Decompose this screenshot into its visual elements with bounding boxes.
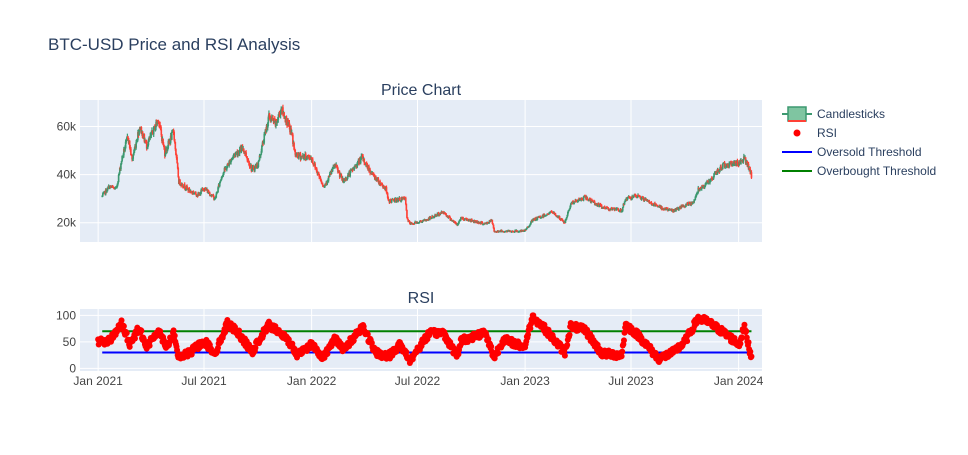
price-y-axis: 20k 40k 60k <box>57 119 77 229</box>
candle-406 <box>338 170 341 179</box>
candle-315 <box>285 115 288 126</box>
price-ytick-label-0: 20k <box>57 216 77 230</box>
rsi-point-461 <box>364 331 371 338</box>
rsi-point-527 <box>403 349 410 356</box>
rsi-ytick-label-1: 50 <box>63 335 77 349</box>
rsi-xtick-label-1: Jul 2021 <box>181 374 227 388</box>
legend-label-oversold: Oversold Threshold <box>817 145 922 159</box>
legend-candlestick-swatch <box>787 106 807 122</box>
rsi-y-axis: 0 50 100 <box>56 308 76 375</box>
rsi-point-1098 <box>737 340 744 347</box>
rsi-point-899 <box>620 337 627 344</box>
candle-130 <box>177 166 180 178</box>
rsi-xtick-label-3: Jul 2022 <box>395 374 441 388</box>
price-ytick-label-1: 40k <box>57 168 77 182</box>
candle-309 <box>282 104 284 117</box>
rsi-point-896 <box>619 348 626 355</box>
rsi-ytick-label-2: 100 <box>56 308 76 322</box>
candle-890 <box>621 206 624 212</box>
rsi-point-205 <box>215 344 222 351</box>
price-grid <box>80 100 762 242</box>
rsi-point-739 <box>527 325 534 332</box>
rsi-point-895 <box>618 353 625 360</box>
rsi-point-798 <box>561 352 568 359</box>
rsi-point-54 <box>126 343 133 350</box>
rsi-point-1115 <box>747 348 754 355</box>
rsi-point-684 <box>495 350 502 357</box>
rsi-ytick-label-0: 0 <box>69 361 76 375</box>
rsi-point-735 <box>525 331 532 338</box>
price-chart-title: Price Chart <box>381 82 462 99</box>
rsi-point-88 <box>146 342 153 349</box>
candle-1019 <box>697 185 700 194</box>
legend-label-rsi: RSI <box>817 126 837 140</box>
candle-169 <box>200 188 202 195</box>
legend[interactable]: Candlesticks RSI Oversold Threshold Over… <box>782 106 936 178</box>
rsi-point-217 <box>222 329 229 336</box>
rsi-xtick-label-5: Jul 2023 <box>608 374 654 388</box>
legend-item-candlesticks[interactable]: Candlesticks <box>782 106 885 122</box>
rsi-point-392 <box>324 350 331 357</box>
rsi-point-1112 <box>745 339 752 346</box>
candle-670 <box>493 227 495 232</box>
rsi-point-44 <box>120 323 127 330</box>
candle-255 <box>250 164 253 173</box>
figure-title: BTC-USD Price and RSI Analysis <box>48 35 300 54</box>
rsi-point-802 <box>564 341 571 348</box>
rsi-point-1007 <box>684 338 691 345</box>
price-plot-area[interactable] <box>80 100 762 242</box>
candle-128 <box>176 154 178 164</box>
candle-509 <box>399 197 401 202</box>
candle-1072 <box>728 161 731 169</box>
candle-1061 <box>722 163 724 170</box>
candlestick-series <box>101 104 753 233</box>
legend-item-oversold[interactable]: Oversold Threshold <box>782 145 922 159</box>
rsi-point-1105 <box>741 321 748 328</box>
rsi-chart-title: RSI <box>408 290 435 307</box>
rsi-point-1101 <box>739 334 746 341</box>
rsi-point-269 <box>252 344 259 351</box>
candle-1110 <box>750 170 753 179</box>
legend-item-overbought[interactable]: Overbought Threshold <box>782 164 936 178</box>
price-ytick-label-2: 60k <box>57 119 77 133</box>
rsi-xtick-label-6: Jan 2024 <box>714 374 764 388</box>
rsi-x-axis: Jan 2021 Jul 2021 Jan 2022 Jul 2022 Jan 2023… <box>73 374 763 388</box>
rsi-point-131 <box>171 332 178 339</box>
candle-269 <box>258 153 261 161</box>
rsi-point-1117 <box>748 353 755 360</box>
rsi-xtick-label-2: Jan 2022 <box>287 374 337 388</box>
rsi-series <box>95 312 755 367</box>
rsi-point-616 <box>455 351 462 358</box>
candle-794 <box>565 217 568 220</box>
rsi-point-806 <box>566 331 573 338</box>
rsi-point-1108 <box>743 328 750 335</box>
rsi-xtick-label-0: Jan 2021 <box>73 374 123 388</box>
legend-rsi-marker <box>793 129 801 137</box>
legend-label-overbought: Overbought Threshold <box>817 164 936 178</box>
rsi-point-74 <box>138 327 145 334</box>
rsi-point-129 <box>170 327 177 334</box>
rsi-point-49 <box>123 330 130 337</box>
rsi-xtick-label-4: Jan 2023 <box>500 374 550 388</box>
rsi-point-672 <box>488 343 495 350</box>
rsi-point-40 <box>118 317 125 324</box>
legend-item-rsi[interactable]: RSI <box>793 126 838 140</box>
rsi-point-63 <box>131 335 138 342</box>
legend-label-candlesticks: Candlesticks <box>817 107 885 121</box>
candle-246 <box>245 150 247 158</box>
